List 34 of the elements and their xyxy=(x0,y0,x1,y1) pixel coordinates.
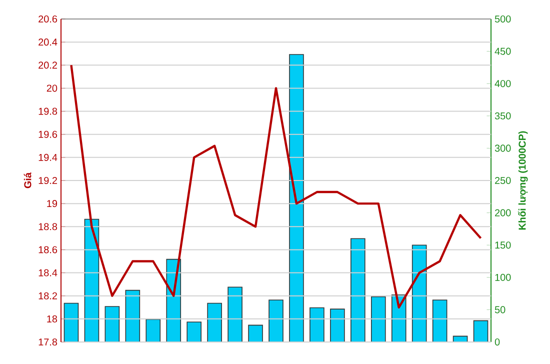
bar xyxy=(432,300,448,342)
y-axis-title: Giá xyxy=(24,172,32,188)
y2-tick-label: 300 xyxy=(494,144,511,152)
bar xyxy=(64,302,79,342)
y-tick-label: 19.4 xyxy=(38,154,58,161)
bar xyxy=(104,306,120,342)
y2-tick-label: 500 xyxy=(494,15,511,23)
bar xyxy=(125,290,140,342)
y-tick-label: 18.6 xyxy=(38,246,58,254)
bar xyxy=(473,320,488,342)
y2-tick-label: 450 xyxy=(494,48,511,55)
y2-tick-label: 150 xyxy=(495,242,511,249)
y-tick-label: 20.6 xyxy=(38,15,58,23)
y2-tick-label: 200 xyxy=(495,209,511,216)
y-tick-label: 18.2 xyxy=(38,292,57,300)
y-tick-label: 18.8 xyxy=(38,223,58,230)
y2-tick-label: 350 xyxy=(494,112,511,120)
y2-tick-label: 50 xyxy=(494,306,506,314)
y-tick-label: 20 xyxy=(46,84,58,92)
y-tick-label: 20.4 xyxy=(38,38,58,46)
y2-tick-label: 250 xyxy=(495,176,511,184)
y-tick-label: 18.4 xyxy=(38,269,58,276)
y2-tick-label: 400 xyxy=(494,80,511,88)
line-series xyxy=(70,64,482,308)
y-tick-label: 19 xyxy=(47,200,58,208)
y2-axis-title: Khối lượng (1000CP) xyxy=(518,131,528,230)
y-tick-label: 20.2 xyxy=(38,62,57,69)
y-tick-label: 19.8 xyxy=(38,108,58,115)
y-tick-label: 18 xyxy=(47,315,58,322)
y-tick-label: 17.8 xyxy=(38,338,58,346)
y2-tick-label: 0 xyxy=(494,338,500,346)
y-tick-label: 19.2 xyxy=(38,176,57,184)
y-tick-label: 19.6 xyxy=(38,130,58,138)
y2-tick-label: 100 xyxy=(495,274,511,281)
